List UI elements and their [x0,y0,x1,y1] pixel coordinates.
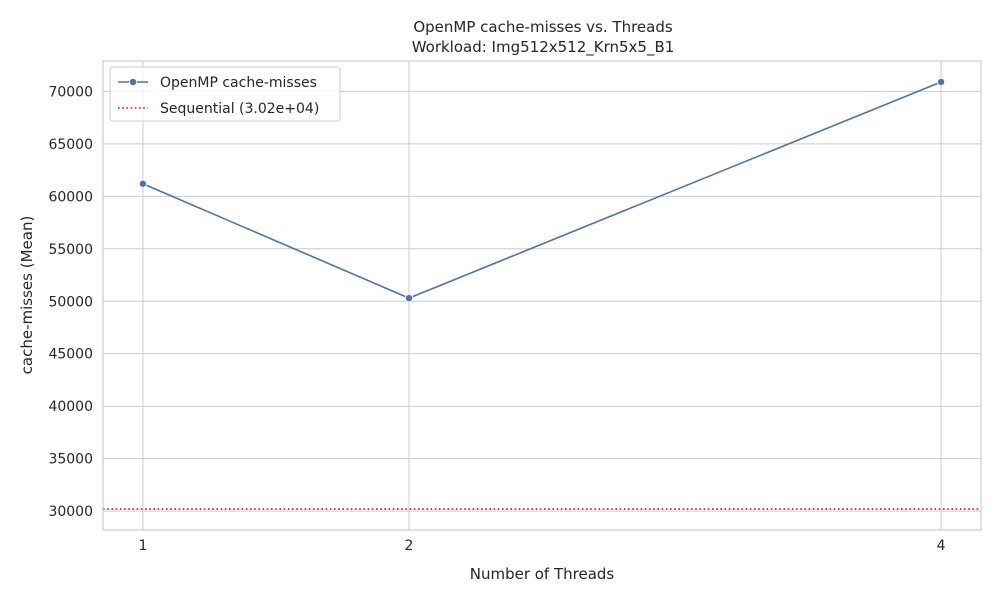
y-axis-label: cache-misses (Mean) [18,216,36,375]
legend-marker-swatch [128,78,137,87]
data-point [138,179,147,188]
y-tick-label: 60000 [48,189,93,205]
y-tick-label: 40000 [48,399,93,415]
x-axis-label: Number of Threads [470,565,615,583]
chart-subtitle: Workload: Img512x512_Krn5x5_B1 [412,38,675,57]
y-tick-label: 45000 [48,347,93,363]
data-point [404,294,413,303]
legend: OpenMP cache-misses Sequential (3.02e+04… [109,66,341,122]
y-tick-label: 70000 [48,84,93,100]
x-tick-label: 1 [138,538,147,554]
chart-title: OpenMP cache-misses vs. Threads [413,18,673,36]
x-tick-labels: 1 2 4 [138,538,945,554]
plot-frame [102,60,982,531]
plot-area [103,61,981,530]
y-tick-label: 65000 [48,137,93,153]
y-tick-label: 30000 [48,504,93,520]
legend-box [109,66,341,122]
x-tick-label: 4 [937,538,946,554]
y-tick-labels: 30000 35000 40000 45000 50000 55000 60000 65000… [48,84,93,520]
data-point [937,77,946,86]
y-tick-label: 55000 [48,242,93,258]
legend-label-reference: Sequential (3.02e+04) [160,101,319,117]
y-tick-label: 50000 [48,294,93,310]
y-tick-label: 35000 [48,452,93,468]
series-points [138,77,946,303]
legend-label-series: OpenMP cache-misses [160,75,317,91]
x-tick-label: 2 [405,538,414,554]
